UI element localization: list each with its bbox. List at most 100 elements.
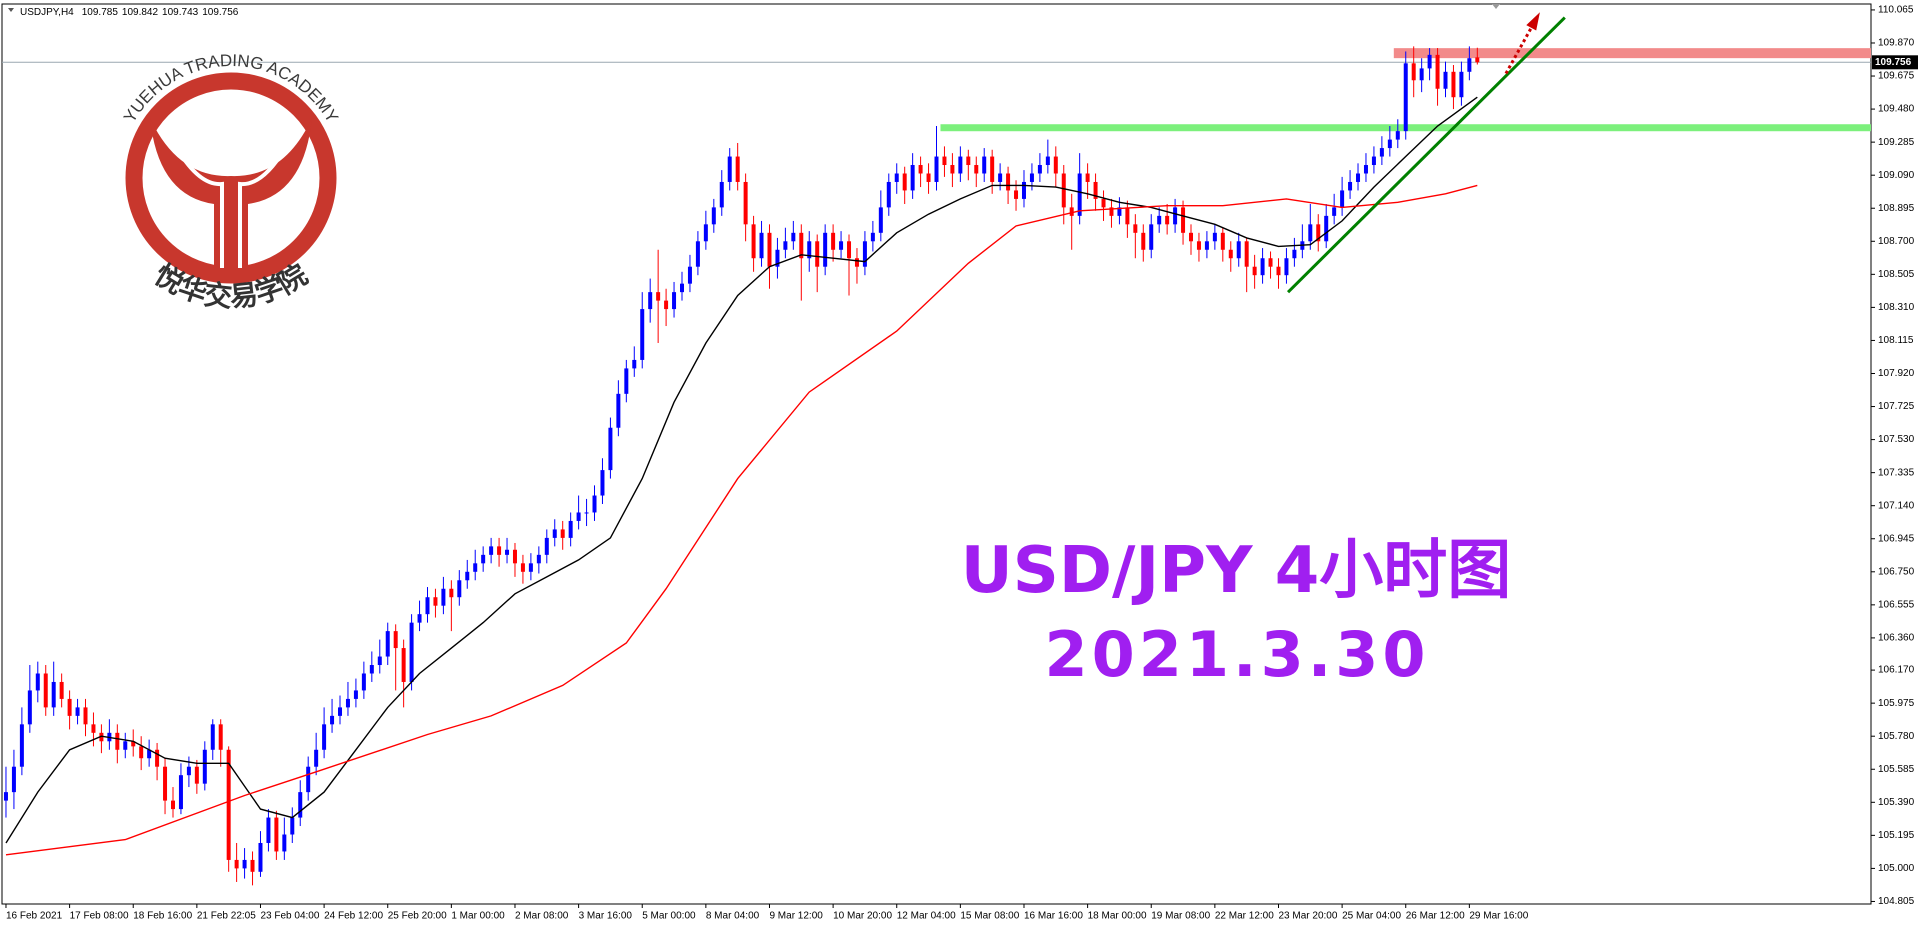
- candle-body: [862, 241, 867, 267]
- candle-body: [1037, 165, 1042, 174]
- candle-body: [441, 588, 446, 606]
- y-tick-label: 109.285: [1878, 137, 1915, 148]
- y-tick-label: 109.870: [1878, 38, 1915, 49]
- candle-body: [847, 241, 852, 259]
- candle-body: [314, 749, 319, 767]
- candle-body: [831, 232, 836, 250]
- candle-body: [743, 181, 748, 225]
- candle-body: [1053, 156, 1058, 174]
- candle-body: [727, 156, 732, 182]
- candle-body: [536, 554, 541, 564]
- candle-body: [139, 746, 144, 759]
- candle-body: [870, 232, 875, 242]
- candle-body: [990, 156, 995, 182]
- candle-body: [473, 563, 478, 572]
- candle-body: [298, 792, 303, 818]
- candle-body: [1276, 266, 1281, 276]
- candle-body: [1061, 173, 1066, 208]
- candle-body: [338, 707, 343, 716]
- candle-body: [839, 241, 844, 250]
- candle-body: [59, 681, 64, 699]
- candle-body: [202, 749, 207, 784]
- candle-body: [1141, 232, 1146, 250]
- candle-body: [1133, 224, 1138, 233]
- candle-body: [91, 724, 96, 733]
- candle-body: [1316, 224, 1321, 242]
- trendline: [1286, 16, 1566, 294]
- candle-body: [1467, 58, 1472, 72]
- y-tick-label: 107.920: [1878, 368, 1915, 379]
- y-tick-label: 108.895: [1878, 203, 1915, 214]
- overlay-date: 2021.3.30: [1044, 618, 1429, 691]
- candle-body: [1101, 198, 1106, 208]
- header-open: 109.785: [82, 7, 119, 18]
- candle-body: [1411, 63, 1416, 81]
- candle-body: [1244, 241, 1249, 267]
- candle-body: [568, 520, 573, 538]
- candle-body: [115, 732, 120, 750]
- x-tick-label: 21 Feb 22:05: [197, 911, 256, 922]
- candle-body: [512, 549, 517, 564]
- price-label-box: [1872, 55, 1918, 70]
- candle-body: [75, 707, 80, 716]
- candle-body: [966, 156, 971, 166]
- header-high: 109.842: [122, 7, 159, 18]
- candle-body: [1268, 258, 1273, 267]
- logo-emblem-detail: [176, 148, 286, 268]
- candle-body: [163, 766, 168, 801]
- candle-body: [266, 817, 271, 843]
- candle-body: [393, 631, 398, 649]
- candle-body: [886, 181, 891, 208]
- x-tick-label: 15 Mar 08:00: [960, 911, 1019, 922]
- candle-body: [1395, 131, 1400, 140]
- candle-body: [1379, 148, 1384, 157]
- header-low: 109.743: [162, 7, 199, 18]
- x-tick-label: 3 Mar 16:00: [579, 911, 633, 922]
- candle-body: [250, 859, 255, 872]
- y-tick-label: 107.335: [1878, 467, 1915, 478]
- candle-body: [155, 749, 160, 767]
- overlay-title: USD/JPY 4小时图: [961, 534, 1511, 608]
- candle-body: [815, 241, 820, 267]
- candle-body: [1204, 241, 1209, 250]
- candle-body: [449, 588, 454, 598]
- y-tick-label: 105.585: [1878, 764, 1915, 775]
- x-tick-label: 25 Mar 04:00: [1342, 911, 1401, 922]
- y-tick-label: 108.505: [1878, 269, 1915, 280]
- candle-body: [1260, 258, 1265, 276]
- y-tick-label: 108.310: [1878, 302, 1915, 313]
- candle-body: [1348, 181, 1353, 191]
- candle-body: [345, 698, 350, 708]
- candle-body: [425, 597, 430, 615]
- candle-body: [648, 292, 653, 310]
- candle-body: [735, 156, 740, 182]
- level-zone: [1393, 48, 1871, 59]
- candle-body: [942, 156, 947, 166]
- candle-body: [1451, 71, 1456, 98]
- candle-body: [1093, 181, 1098, 199]
- candle-body: [3, 792, 8, 801]
- candle-body: [544, 537, 549, 555]
- candle-body: [361, 673, 366, 691]
- candle-body: [457, 580, 462, 598]
- candle-body: [385, 631, 390, 657]
- y-tick-label: 106.750: [1878, 566, 1915, 577]
- candle-body: [1228, 249, 1233, 259]
- candle-body: [1340, 190, 1345, 208]
- x-tick-label: 5 Mar 00:00: [642, 911, 696, 922]
- y-tick-label: 104.805: [1878, 896, 1915, 907]
- candle-body: [1332, 207, 1337, 216]
- candle-body: [592, 495, 597, 513]
- candle-body: [672, 292, 677, 310]
- candle-body: [1196, 241, 1201, 250]
- arrow-head: [1526, 12, 1540, 31]
- candle-body: [1371, 156, 1376, 166]
- candle-body: [528, 563, 533, 572]
- y-tick-label: 106.170: [1878, 665, 1915, 676]
- candle-body: [83, 707, 88, 725]
- candle-body: [1459, 71, 1464, 98]
- candle-body: [417, 614, 422, 623]
- candle-body: [353, 690, 358, 699]
